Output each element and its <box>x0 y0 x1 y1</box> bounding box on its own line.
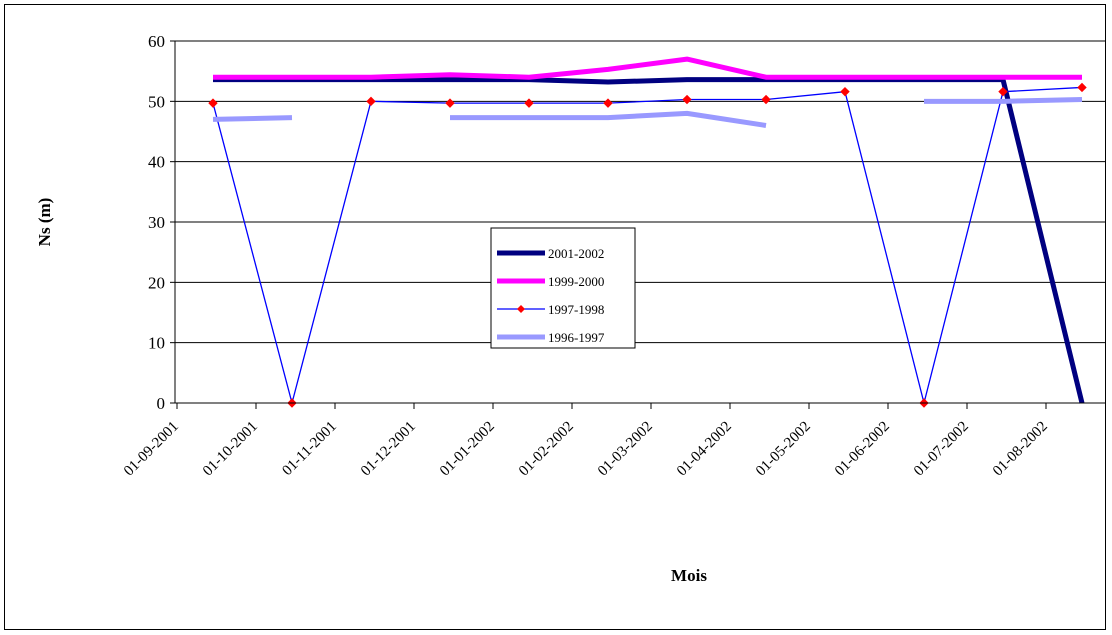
y-tick-label: 30 <box>148 213 165 232</box>
x-tick-label: 01-06-2002 <box>832 419 893 480</box>
data-point <box>603 98 613 108</box>
data-point <box>998 86 1008 97</box>
series-line-2001-2002 <box>213 77 1085 404</box>
x-tick-label: 01-12-2001 <box>358 419 419 480</box>
data-point <box>840 86 850 97</box>
legend-label: 1999-2000 <box>548 274 604 289</box>
legend-item: 2001-2002 <box>497 246 604 261</box>
legend: 2001-2002 1999-2000 1997-1998 1996-1997 <box>490 227 636 349</box>
data-point <box>761 94 771 105</box>
series-1996-1997 <box>212 97 1083 128</box>
series-1997-1998 <box>208 82 1087 408</box>
y-axis-title: Ns (m) <box>35 198 54 247</box>
x-tick-label: 01-10-2001 <box>200 419 261 480</box>
y-tick-label: 20 <box>148 273 165 292</box>
x-tick-label: 01-04-2002 <box>674 419 735 480</box>
x-tick-label: 01-08-2002 <box>990 419 1051 480</box>
data-point <box>445 98 455 108</box>
x-tick-label: 01-11-2001 <box>279 419 339 479</box>
data-point <box>524 98 534 108</box>
legend-item: 1996-1997 <box>497 330 605 345</box>
series-line-1997-1998 <box>212 86 1083 404</box>
series-lines <box>208 56 1087 408</box>
y-tick-label: 40 <box>148 153 165 172</box>
x-tick-label: 01-02-2002 <box>516 419 577 480</box>
y-tick-label: 60 <box>148 32 165 51</box>
data-point <box>682 94 692 105</box>
legend-box <box>490 227 636 349</box>
legend-item: 1999-2000 <box>497 274 604 289</box>
x-axis-title: Mois <box>671 566 707 585</box>
data-point <box>366 96 376 107</box>
legend-label: 1996-1997 <box>548 330 605 345</box>
series-2001-2002 <box>213 77 1085 404</box>
series-1999-2000 <box>213 56 1082 80</box>
series-line-1999-2000 <box>213 56 1082 80</box>
x-tick-label: 01-01-2002 <box>437 419 498 480</box>
series-line-1996-1997 <box>450 110 767 128</box>
series-line-1996-1997 <box>212 115 293 122</box>
data-point <box>1077 82 1087 93</box>
grid-lines <box>175 40 1106 404</box>
x-tick-label: 01-03-2002 <box>595 419 656 480</box>
series-line-1996-1997 <box>924 97 1083 104</box>
y-tick-label: 50 <box>148 92 165 111</box>
legend-item: 1997-1998 <box>497 302 604 317</box>
data-point <box>208 98 218 108</box>
x-tick-label: 01-05-2002 <box>753 419 814 480</box>
legend-marker <box>517 305 525 313</box>
legend-label: 1997-1998 <box>548 302 604 317</box>
y-tick-label: 0 <box>157 394 166 413</box>
legend-label: 2001-2002 <box>548 246 604 261</box>
x-tick-label: 01-07-2002 <box>911 419 972 480</box>
x-tick-label: 01-09-2001 <box>121 419 182 480</box>
y-tick-label: 10 <box>148 334 165 353</box>
